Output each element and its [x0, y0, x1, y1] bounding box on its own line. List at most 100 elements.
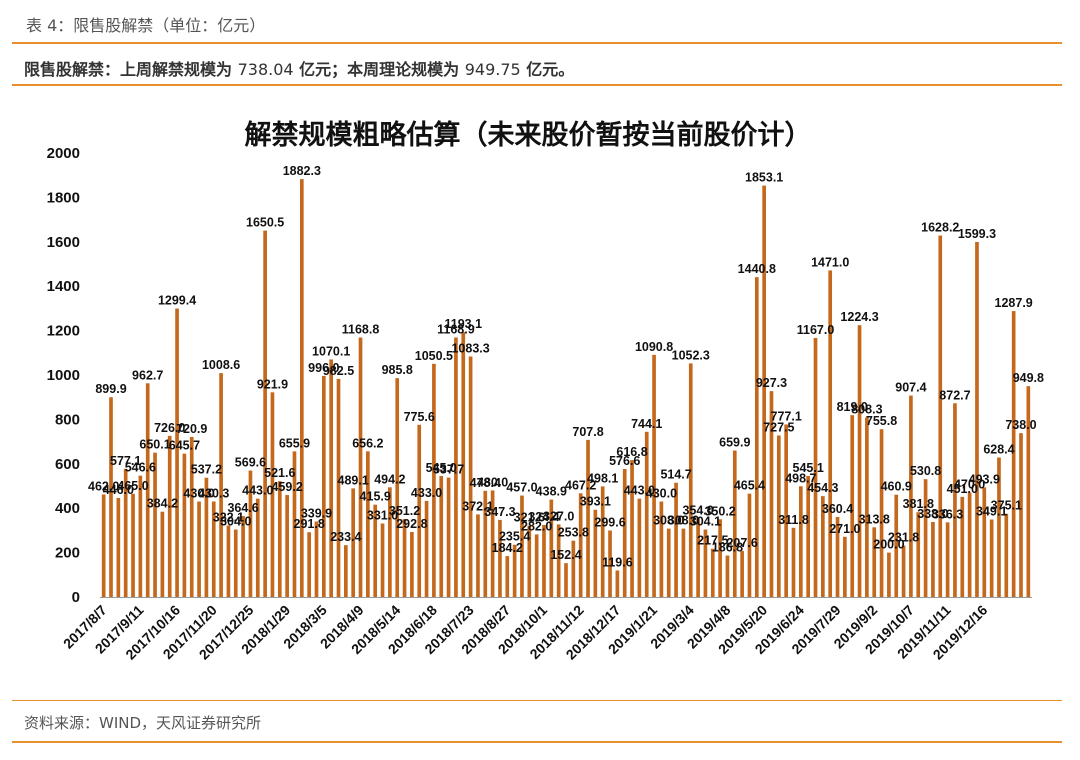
data-label: 1052.3	[672, 348, 710, 362]
bar	[776, 435, 781, 597]
bar	[410, 531, 414, 597]
data-label: 498.1	[587, 471, 618, 485]
bar	[101, 494, 106, 597]
data-label: 921.9	[257, 377, 288, 391]
data-label: 184.2	[492, 541, 523, 555]
data-label: 1299.4	[158, 294, 196, 308]
bar	[872, 527, 877, 597]
bar	[454, 337, 458, 597]
bar	[674, 482, 678, 597]
data-label: 720.9	[176, 422, 207, 436]
bar	[571, 540, 576, 597]
bar	[586, 439, 590, 597]
bar	[931, 521, 935, 597]
bar	[512, 544, 517, 597]
data-label: 755.8	[866, 414, 897, 428]
bar	[160, 511, 165, 597]
bar	[703, 529, 708, 597]
bar	[417, 424, 422, 597]
bar	[380, 523, 385, 597]
y-tick-label: 1800	[47, 189, 80, 206]
data-label: 478.4	[470, 476, 501, 490]
bar	[439, 476, 444, 597]
data-label: 460.9	[881, 480, 912, 494]
source-divider	[12, 700, 1062, 701]
data-label: 1090.8	[635, 340, 673, 354]
data-label: 308.0	[668, 514, 699, 528]
data-label: 628.4	[983, 442, 1014, 456]
bar	[468, 356, 473, 597]
data-label: 1471.0	[811, 255, 849, 269]
bar	[498, 519, 502, 597]
data-label: 349.1	[976, 504, 1007, 518]
bar	[432, 363, 436, 597]
bar	[659, 501, 664, 597]
data-label: 493.9	[969, 472, 1000, 486]
bar	[769, 391, 774, 597]
data-label: 291.8	[294, 517, 325, 531]
data-label: 217.5	[697, 534, 728, 548]
data-label: 443.0	[242, 484, 273, 498]
data-label: 304.1	[690, 514, 721, 528]
data-label: 1628.2	[921, 221, 959, 235]
bar	[248, 470, 253, 597]
data-label: 1650.5	[246, 216, 284, 230]
bar	[241, 516, 245, 597]
data-label: 313.8	[859, 512, 890, 526]
data-label: 354.0	[682, 503, 713, 517]
data-label: 324.4	[528, 510, 559, 524]
data-label: 659.9	[719, 436, 750, 450]
bar	[732, 450, 737, 597]
data-label: 271.0	[829, 522, 860, 536]
bar	[901, 545, 906, 597]
data-label: 775.6	[404, 410, 435, 424]
bottom-divider	[12, 741, 1062, 743]
data-label: 253.8	[558, 526, 589, 540]
data-label: 489.1	[338, 473, 369, 487]
data-label: 350.2	[704, 504, 735, 518]
data-label: 656.2	[352, 436, 383, 450]
bar	[578, 493, 583, 597]
data-label: 1083.3	[451, 342, 489, 356]
data-label: 457.0	[506, 481, 537, 495]
data-label: 308.0	[653, 514, 684, 528]
data-label: 200.0	[873, 538, 904, 552]
data-label: 430.0	[646, 487, 677, 501]
data-label: 1882.3	[283, 164, 321, 178]
bar	[652, 354, 656, 597]
bar	[131, 493, 135, 597]
bar	[270, 392, 275, 597]
bar	[938, 235, 943, 597]
table-caption: 表 4：限售股解禁（单位：亿元）	[26, 16, 266, 35]
bar	[321, 375, 326, 597]
data-label: 470.0	[954, 478, 985, 492]
data-label: 1070.1	[312, 344, 350, 358]
bar	[490, 490, 495, 597]
bar	[138, 475, 143, 597]
bar	[1019, 433, 1023, 597]
y-tick-label: 2000	[47, 145, 80, 162]
data-label: 1050.5	[415, 349, 453, 363]
data-label: 347.3	[484, 505, 515, 519]
bar	[879, 429, 884, 597]
bar	[534, 534, 539, 597]
bar	[754, 277, 759, 597]
data-label: 537.2	[191, 463, 222, 477]
data-label: 327.0	[543, 509, 574, 523]
bar	[358, 337, 363, 597]
bar	[344, 545, 348, 597]
data-label: 430.3	[198, 486, 229, 500]
data-label: 650.1	[139, 438, 170, 452]
data-label: 707.8	[572, 425, 603, 439]
data-label: 1599.3	[958, 227, 996, 241]
data-label: 1168.9	[437, 323, 475, 337]
data-label: 119.6	[602, 555, 633, 569]
data-label: 465.4	[734, 479, 765, 493]
bar	[116, 497, 121, 597]
data-label: 443.0	[624, 484, 655, 498]
bar	[329, 359, 333, 597]
data-label: 351.2	[389, 504, 420, 518]
bar	[476, 514, 480, 597]
data-label: 726.0	[154, 421, 185, 435]
data-label: 996.0	[308, 361, 339, 375]
